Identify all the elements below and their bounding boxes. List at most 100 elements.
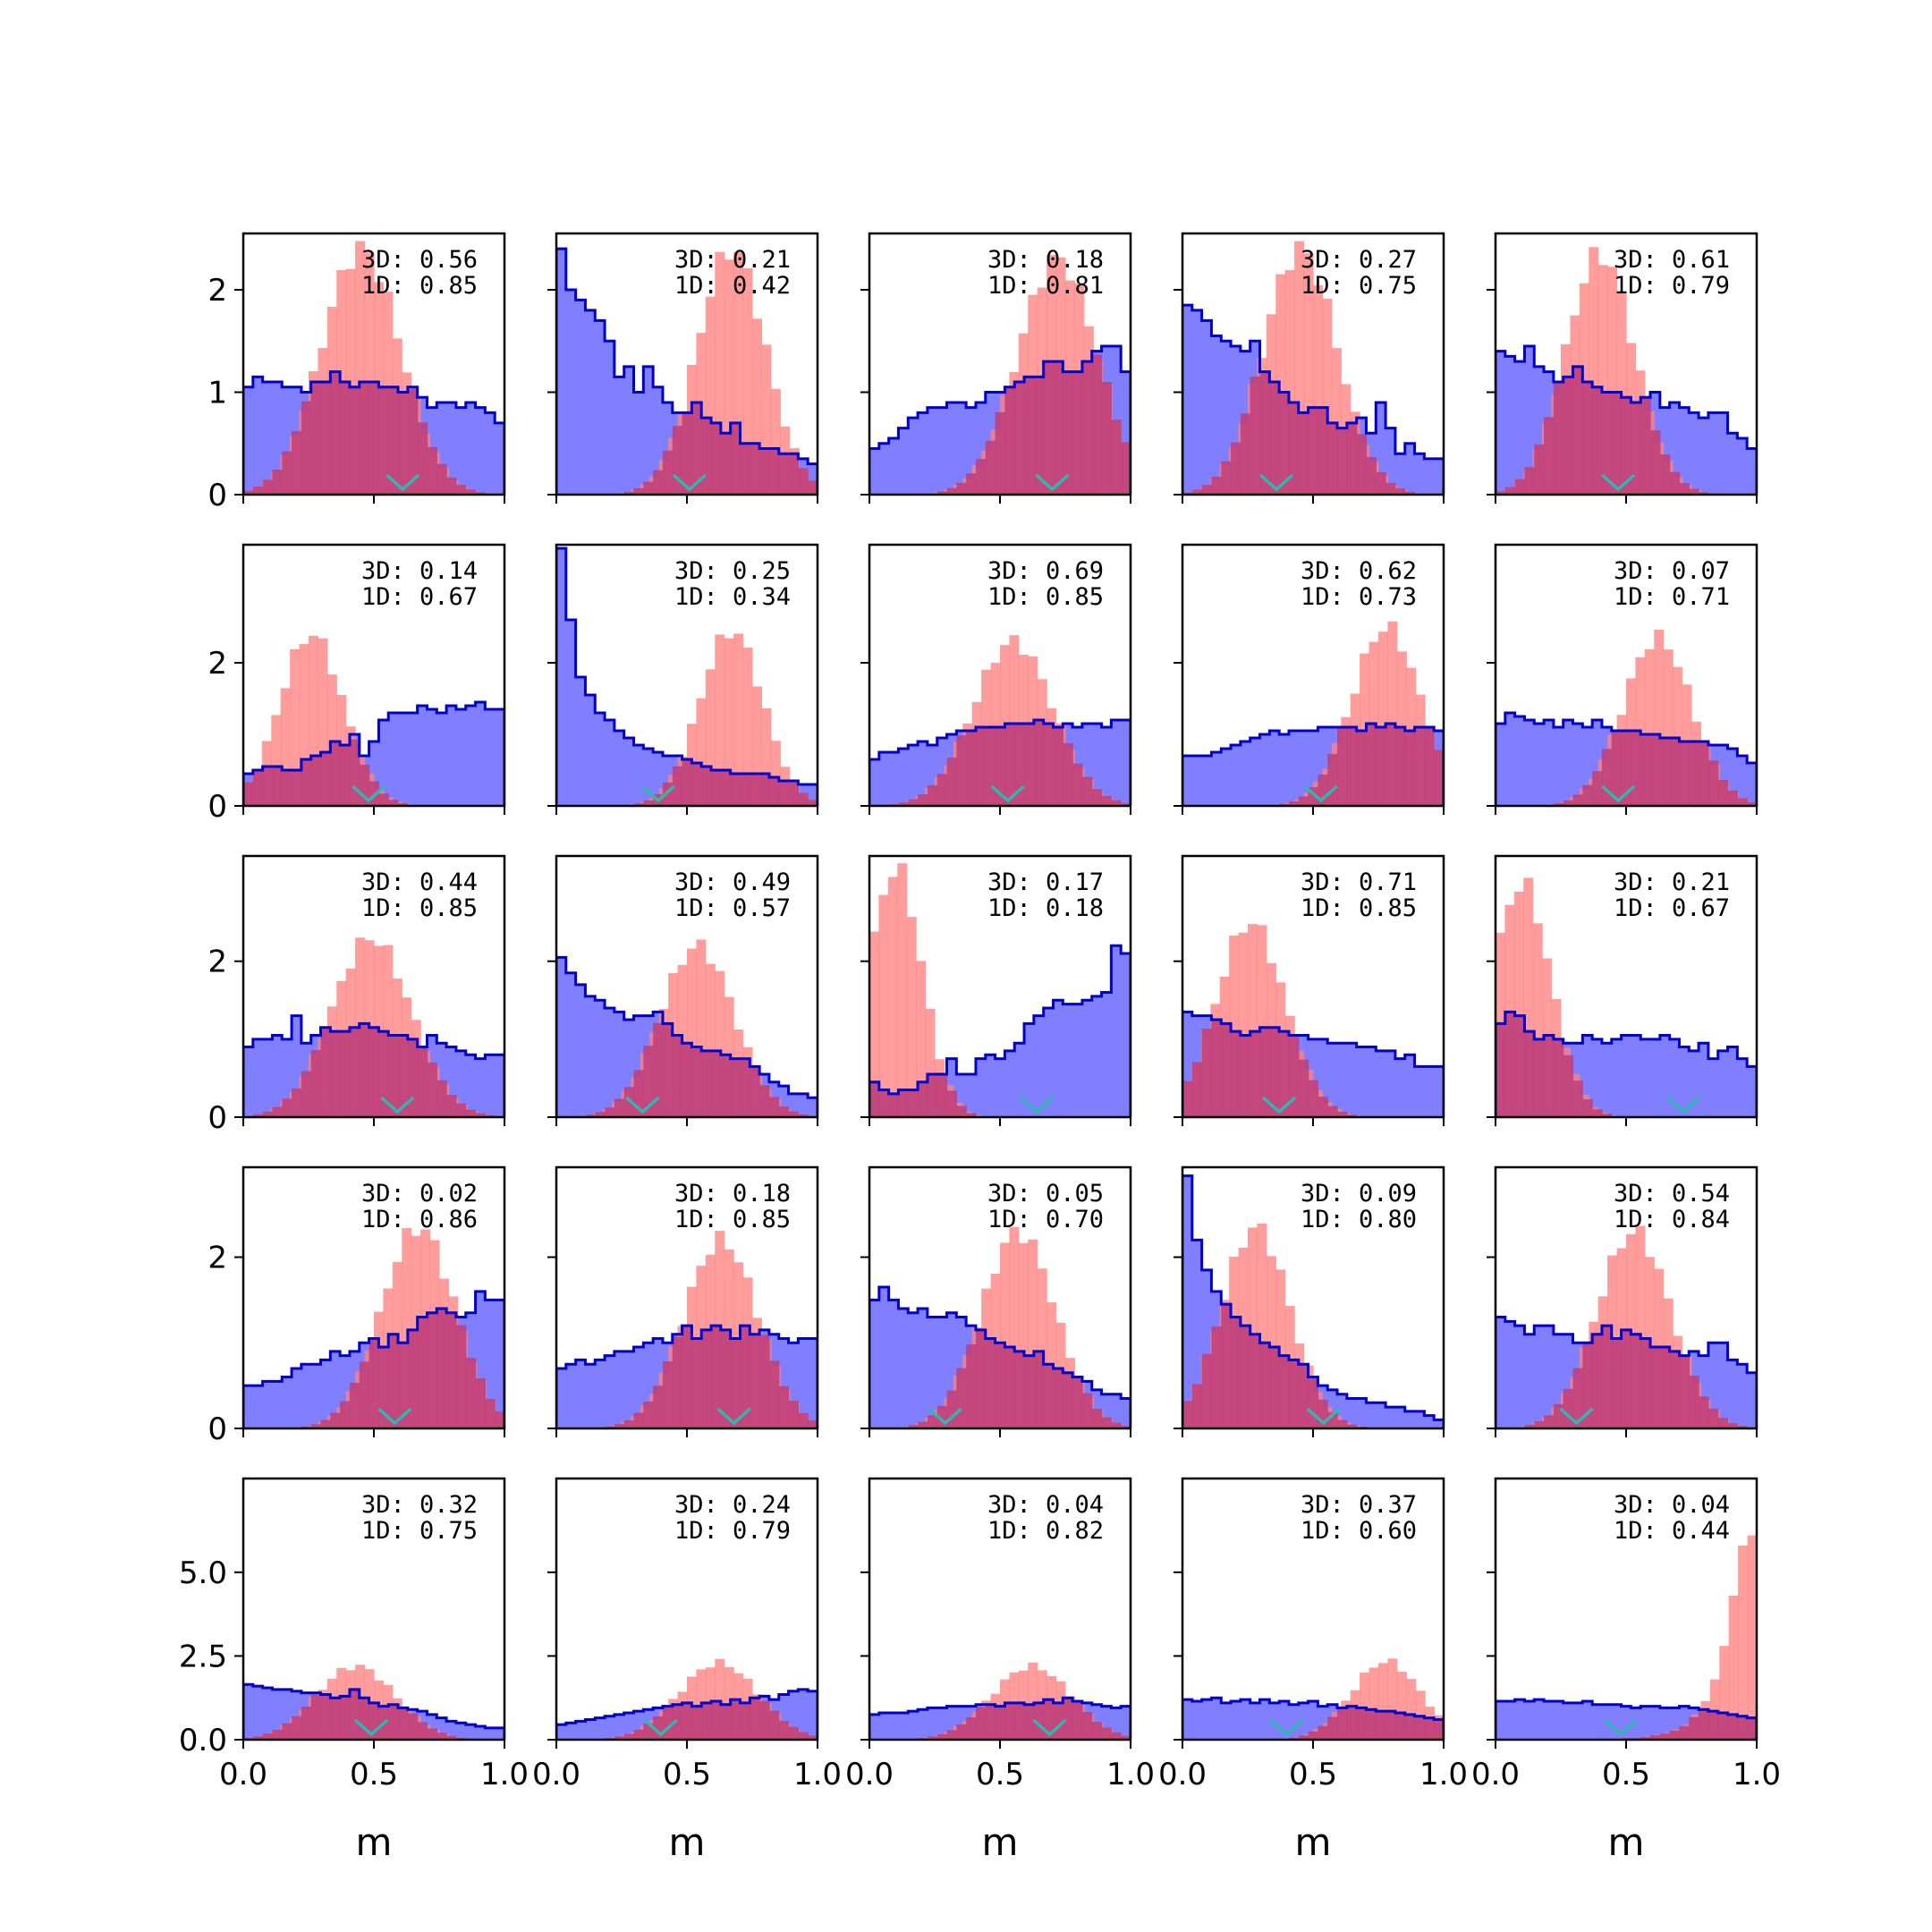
overlap-bar	[730, 1699, 741, 1740]
blue-bar	[946, 1312, 957, 1428]
overlap-bar	[1101, 1417, 1112, 1428]
blue-bar	[1250, 738, 1261, 806]
red-bar	[309, 635, 319, 806]
blue-bar	[320, 1360, 331, 1428]
overlap-bar	[682, 759, 693, 806]
red-bar	[770, 388, 781, 495]
blue-bar	[475, 1726, 486, 1740]
overlap-bar	[1298, 796, 1309, 806]
blue-bar	[1504, 1700, 1516, 1740]
overlap-bar	[1592, 1334, 1603, 1428]
blue-step-outline	[1496, 1010, 1757, 1117]
blue-bar	[340, 1355, 351, 1428]
annotation-1d: 1D: 0.85	[361, 272, 478, 300]
overlap-bar	[1572, 794, 1583, 806]
overlap-bar	[1111, 419, 1122, 495]
overlap-bar	[985, 727, 996, 806]
blue-bar	[585, 695, 596, 806]
blue-bar	[565, 1723, 577, 1740]
overlap-bar	[1434, 1719, 1444, 1740]
blue-bar	[1221, 1702, 1232, 1740]
blue-bar	[808, 1690, 818, 1740]
blue-bar	[788, 1690, 799, 1740]
overlap-bar	[1279, 392, 1290, 495]
overlap-bar	[927, 1415, 938, 1428]
blue-bar	[869, 759, 880, 806]
overlap-bar	[388, 1334, 399, 1428]
plot-area	[1496, 1225, 1757, 1428]
overlap-bar	[1081, 776, 1093, 806]
blue-bar	[1727, 433, 1738, 495]
blue-bar	[575, 984, 587, 1117]
red-bar	[752, 318, 763, 495]
blue-bar	[1211, 752, 1222, 806]
red-bar	[705, 963, 716, 1117]
overlap-bar	[1091, 1722, 1103, 1740]
overlap-bar	[936, 774, 948, 806]
x-tick-label: 1.0	[1419, 1757, 1468, 1792]
blue-bar	[1182, 305, 1193, 495]
blue-bar	[292, 1015, 302, 1117]
blue-bar	[455, 1050, 467, 1117]
blue-bar	[1231, 1700, 1241, 1740]
blue-bar	[936, 738, 948, 806]
overlap-bar	[643, 1401, 654, 1428]
overlap-bar	[878, 1089, 890, 1117]
blue-bar	[918, 412, 928, 495]
blue-bar	[1717, 1050, 1729, 1117]
overlap-bar	[1553, 1403, 1564, 1428]
overlap-bar	[320, 752, 331, 806]
blue-bar	[927, 1707, 938, 1740]
overlap-bar	[720, 1329, 732, 1428]
overlap-bar	[614, 1424, 625, 1428]
red-bar	[1728, 1596, 1739, 1740]
red-bar	[1597, 265, 1608, 495]
blue-bar	[975, 402, 987, 495]
blue-bar	[1414, 1411, 1425, 1428]
red-bar	[715, 634, 725, 806]
blue-bar	[565, 620, 577, 806]
red-bar	[1018, 1242, 1029, 1428]
overlap-bar	[1101, 1727, 1112, 1740]
blue-bar	[252, 1686, 264, 1740]
overlap-bar	[778, 1721, 790, 1740]
red-bar	[1378, 631, 1389, 806]
blue-step-outline	[869, 718, 1131, 806]
blue-bar	[898, 1713, 909, 1740]
overlap-bar	[1327, 1411, 1338, 1428]
red-bar	[742, 648, 753, 806]
overlap-bar	[495, 1411, 504, 1428]
blue-bar	[936, 1707, 948, 1740]
blue-bar	[1121, 720, 1131, 806]
overlap-bar	[455, 1103, 467, 1117]
blue-bar	[446, 1046, 457, 1117]
overlap-bar	[1601, 392, 1613, 495]
y-tick-label: 0	[208, 1100, 227, 1136]
blue-bar	[465, 1055, 477, 1117]
annotation-3d: 3D: 0.14	[361, 557, 478, 585]
blue-step-outline	[556, 1688, 818, 1740]
overlap-bar	[701, 418, 712, 495]
plot-area	[1182, 241, 1444, 495]
overlap-bar	[1385, 1711, 1396, 1740]
marker-v-icon	[1261, 1096, 1297, 1114]
overlap-bar	[1327, 422, 1338, 495]
overlap-bar	[1211, 1020, 1222, 1117]
overlap-bar	[378, 1031, 389, 1117]
x-tick-label: 0.5	[350, 1757, 398, 1792]
overlap-bar	[691, 1046, 702, 1117]
blue-bar	[465, 402, 477, 495]
blue-bar	[1004, 1050, 1015, 1117]
blue-step-outline	[1182, 1174, 1444, 1428]
overlap-bar	[1504, 487, 1516, 495]
overlap-bar	[436, 1080, 447, 1117]
overlap-bar	[1572, 366, 1583, 495]
overlap-bar	[1366, 456, 1377, 495]
overlap-bar	[768, 1360, 780, 1428]
overlap-bar	[1717, 779, 1729, 806]
red-bar	[1654, 630, 1665, 806]
